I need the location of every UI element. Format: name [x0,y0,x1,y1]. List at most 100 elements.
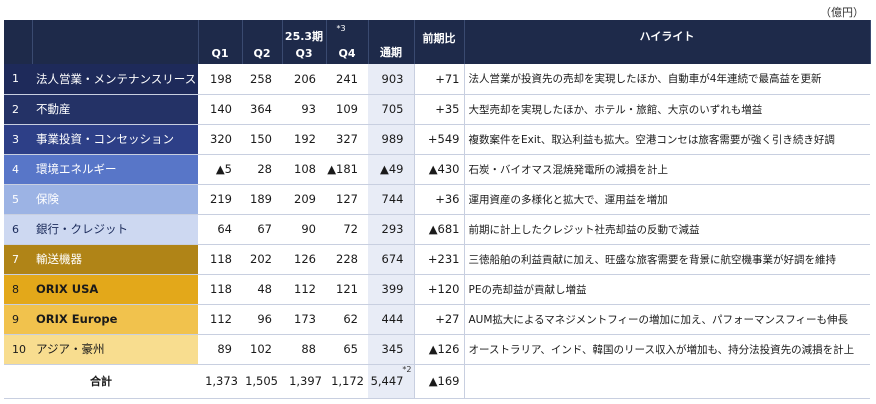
table-row: 9 ORIX Europe 112 96 173 62 444 +27 AUM拡大によるマネジメ… [4,304,870,334]
q2-value: 28 [257,162,272,176]
row-number: 10 [4,334,32,364]
row-number: 6 [4,214,32,244]
header-fy: 通期 [368,20,415,64]
q4-value: 72 [343,222,358,236]
yoy-value: +27 [413,304,464,334]
header-yoy: 前期比 [413,20,465,64]
table-row: 10 アジア・豪州 89 102 88 65 345 ▲126 オーストラリア、インド、韓国のリ… [4,334,870,364]
highlight-text: 複数案件をExit、取込利益も拡大。空港コンセは旅客需要が強く引き続き好調 [463,124,870,154]
q4-value: 327 [336,132,358,146]
highlight-text: オーストラリア、インド、韓国のリース収入が増加も、持分法投資先の減損を計上 [463,334,870,364]
total-label: 合計 [90,375,112,388]
header-row: Q1 Q2 25.3期 Q3 *3 Q4 通期 前期比 ハイライト [4,20,871,64]
total-yoy-value: ▲169 [413,364,464,398]
segment-name: ORIX USA [32,274,198,304]
q1-value: 64 [217,222,232,236]
fy-value: 293 [368,214,414,244]
segment-name: 輸送機器 [32,244,198,274]
table-row: 6 銀行・クレジット 64 67 90 72 293 ▲681 前期に計上したクレジット社売却益… [4,214,870,244]
total-fy-value: *2 5,447 [368,364,414,398]
q3-value: 209 [294,192,316,206]
q1-value: 112 [210,312,232,326]
table-row: 7 輸送機器 118 202 126 228 674 +231 三徳船舶の利益貢献に加え、旺盛な… [4,244,870,274]
highlight-text: 石炭・バイオマス混焼発電所の減損を計上 [463,154,870,184]
row-number: 9 [4,304,32,334]
q2-value: 96 [257,312,272,326]
q4-value: 241 [336,71,358,86]
highlight-text: 前期に計上したクレジット社売却益の反動で減益 [463,214,870,244]
segment-name: 銀行・クレジット [32,214,198,244]
q1-value: ▲5 [215,162,232,176]
q4-value: 65 [343,342,358,356]
highlight-text: 法人営業が投資先の売却を実現したほか、自動車が4年連続で最高益を更新 [463,64,870,94]
q3-value: 206 [294,71,316,86]
q1-value: 219 [210,192,232,206]
highlight-text: 大型売却を実現したほか、ホテル・旅館、大京のいずれも増益 [463,94,870,124]
q3-value: 173 [294,312,316,326]
q3-value: 88 [301,342,316,356]
segment-name: 法人営業・メンテナンスリース [32,64,198,94]
q2-value: 150 [250,132,272,146]
yoy-value: +71 [413,64,464,94]
header-q2: Q2 [242,20,283,64]
q1-value: 118 [210,282,232,296]
table-row: 8 ORIX USA 118 48 112 121 399 +120 PEの売却益が貢献し増益 [4,274,870,304]
q4-value: 62 [343,312,358,326]
row-number: 4 [4,154,32,184]
q1-value: 140 [210,102,232,116]
yoy-value: +549 [413,124,464,154]
q2-value: 102 [250,342,272,356]
fy-value: 744 [368,184,414,214]
header-empty-no [4,20,33,64]
highlight-text: 三徳船舶の利益貢献に加え、旺盛な旅客需要を背景に航空機事業が好調を維持 [463,244,870,274]
highlight-text: PEの売却益が貢献し増益 [463,274,870,304]
segment-name: アジア・豪州 [32,334,198,364]
row-number: 7 [4,244,32,274]
q2-value: 67 [257,222,272,236]
header-highlight: ハイライト [463,20,871,64]
segment-name: 環境エネルギー [32,154,198,184]
table-row: 2 不動産 140 364 93 109 705 +35 大型売却を実現したほか、ホテル・旅館、… [4,94,870,124]
q3-value: 90 [301,222,316,236]
yoy-value: ▲430 [413,154,464,184]
header-q1: Q1 [198,20,243,64]
unit-label: （億円） [820,6,864,19]
fy-value: 444 [368,304,414,334]
fy-value: 674 [368,244,414,274]
q1-value: 198 [210,71,232,86]
segment-name: 不動産 [32,94,198,124]
q4-value: 127 [336,192,358,206]
segment-name: 事業投資・コンセッション [32,124,198,154]
row-number: 1 [4,64,32,94]
yoy-value: ▲126 [413,334,464,364]
fy-value: ▲49 [368,154,414,184]
q2-value: 202 [250,252,272,266]
q3-value: 108 [294,162,316,176]
q1-value: 320 [210,132,232,146]
segment-profit-table: Q1 Q2 25.3期 Q3 *3 Q4 通期 前期比 ハイライト 1 法人営業・メン… [4,20,871,399]
total-highlight-empty [463,364,870,398]
q4-value: 121 [336,282,358,296]
header-q3: 25.3期 Q3 [282,20,327,64]
row-number: 8 [4,274,32,304]
header-q4-note: *3 [336,24,346,33]
q1-value: 89 [217,342,232,356]
segment-name: 保険 [32,184,198,214]
header-empty-name [32,20,199,64]
table-row: 5 保険 219 189 209 127 744 +36 運用資産の多様化と拡大で、運用益を増加 [4,184,870,214]
fy-value: 989 [368,124,414,154]
total-q4-value: 1,172 [331,374,364,388]
highlight-text: 運用資産の多様化と拡大で、運用益を増加 [463,184,870,214]
header-period: 25.3期 [284,30,324,43]
row-number: 3 [4,124,32,154]
total-q2-value: 1,505 [245,374,278,388]
total-q1-value: 1,373 [205,374,238,388]
fy-value: 399 [368,274,414,304]
q4-value: 228 [336,252,358,266]
total-fy-note: *2 [402,364,412,374]
table-row: 4 環境エネルギー ▲5 28 108 ▲181 ▲49 ▲430 石炭・バイオマス混焼発電所の… [4,154,870,184]
highlight-text: AUM拡大によるマネジメントフィーの増加に加え、パフォーマンスフィーも伸長 [463,304,870,334]
total-fy-number: 5,447 [370,374,404,388]
table-row: 1 法人営業・メンテナンスリース 198 258 206 241 903 +71 法人営業が投資… [4,64,870,94]
yoy-value: +35 [413,94,464,124]
